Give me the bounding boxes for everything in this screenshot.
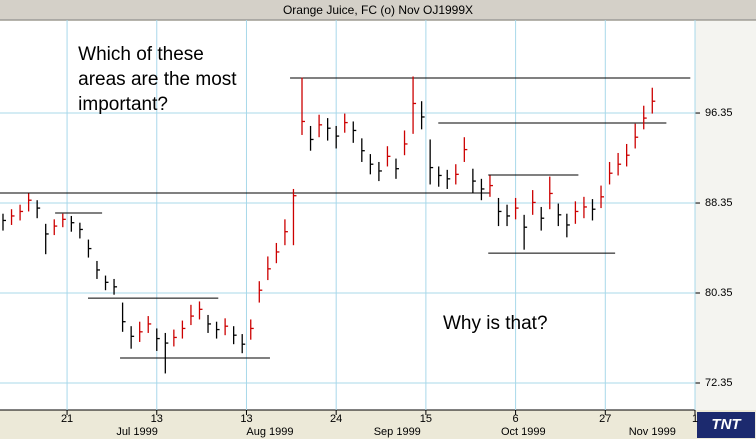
logo: TNT (711, 416, 742, 433)
y-tick-label: 96.35 (705, 107, 733, 119)
month-label: Oct 1999 (501, 426, 546, 438)
y-tick-label: 88.35 (705, 197, 733, 209)
annotation: Which of these (78, 44, 204, 65)
x-tick-label: 13 (240, 413, 252, 425)
annotation: Why is that? (443, 313, 548, 334)
x-tick-label: 6 (513, 413, 519, 425)
x-tick-label: 15 (420, 413, 432, 425)
chart-title: Orange Juice, FC (o) Nov OJ1999X (283, 3, 473, 17)
y-axis-area (695, 21, 756, 410)
plot-area (0, 21, 695, 410)
logo-box (697, 412, 755, 438)
month-label: Nov 1999 (629, 426, 676, 438)
x-tick-label: 1 (692, 413, 698, 425)
month-label: Jul 1999 (116, 426, 158, 438)
x-tick-label: 27 (599, 413, 611, 425)
y-tick-label: 72.35 (705, 377, 733, 389)
month-label: Sep 1999 (374, 426, 421, 438)
month-label: Aug 1999 (246, 426, 293, 438)
y-tick-label: 80.35 (705, 287, 733, 299)
x-tick-label: 21 (61, 413, 73, 425)
x-tick-label: 24 (330, 413, 342, 425)
x-tick-label: 13 (151, 413, 163, 425)
annotation: important? (78, 94, 168, 115)
annotation: areas are the most (78, 69, 237, 90)
title-bar (0, 0, 756, 20)
